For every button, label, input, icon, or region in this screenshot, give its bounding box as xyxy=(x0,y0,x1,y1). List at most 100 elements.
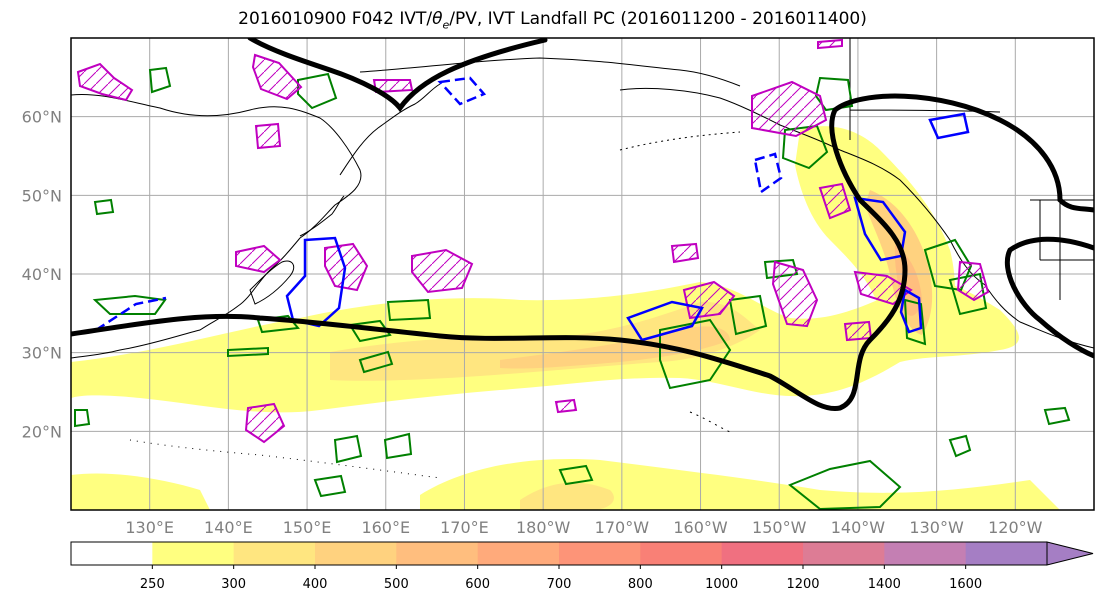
aleutians xyxy=(619,131,741,151)
theta-e-contour xyxy=(558,464,594,486)
colorbar-label: 1200 xyxy=(786,577,819,592)
colorbar-label: 250 xyxy=(140,577,165,592)
pv-contour xyxy=(682,280,736,320)
lon-label: 170°W xyxy=(595,518,650,537)
pv-neg-contour xyxy=(928,112,970,140)
colorbar-label: 500 xyxy=(384,577,409,592)
lon-label: 150°W xyxy=(752,518,807,537)
colorbar-labels: 250 300 400 500 600 700 800 1000 1200 1400 1600 xyxy=(140,565,982,592)
pv-contour xyxy=(817,38,843,50)
pv-contour xyxy=(843,320,873,342)
lat-label: 40°N xyxy=(22,265,62,284)
pv-contour xyxy=(818,182,852,220)
pv-contour xyxy=(554,398,578,414)
colorbar-segment xyxy=(152,542,235,565)
theta-e-contour xyxy=(92,294,167,315)
colorbar-segment xyxy=(315,542,397,565)
pv-neg-contour xyxy=(899,288,923,334)
map-frame xyxy=(70,37,1095,511)
theta-symbol: θ xyxy=(432,9,443,29)
lon-label: 180°W xyxy=(516,518,571,537)
pv-contour xyxy=(411,248,474,294)
colorbar-label: 300 xyxy=(221,577,246,592)
theta-e-contour xyxy=(297,72,338,110)
colorbar-segment xyxy=(477,542,560,565)
pv-neg-contour xyxy=(437,76,487,106)
hawaii-islands xyxy=(689,411,731,433)
ivt-band-southwest xyxy=(71,473,210,510)
theta-e-contour xyxy=(383,432,413,460)
pv-contour xyxy=(251,53,303,101)
theta-e-contour xyxy=(227,346,269,358)
colorbar-label: 1000 xyxy=(705,577,738,592)
pv-contour xyxy=(244,402,286,444)
colorbar-label: 400 xyxy=(303,577,328,592)
theta-e-contour xyxy=(788,459,902,510)
longitude-labels: 130°E 140°E 150°E 160°E 170°E 180°W 170°W 160°W… xyxy=(125,518,1042,537)
pv-positive-contours xyxy=(76,38,990,444)
pv-contour xyxy=(254,122,282,150)
colorbar-segment xyxy=(803,542,885,565)
lon-label: 150°E xyxy=(283,518,332,537)
theta-e-contour xyxy=(358,350,394,374)
colorbar-segment xyxy=(965,542,1048,565)
lon-label: 170°E xyxy=(440,518,489,537)
ivt-band-core xyxy=(330,301,760,381)
ivt-band-core-2 xyxy=(500,326,730,369)
lon-label: 160°E xyxy=(361,518,410,537)
theta-e-contour xyxy=(948,434,972,458)
latitude-labels: 60°N 50°N 40°N 30°N 20°N xyxy=(22,108,62,442)
pv-neg-contour xyxy=(285,236,347,328)
ivt-landfall-contour xyxy=(71,38,1094,411)
colorbar-segment xyxy=(721,542,804,565)
colorbar-label: 800 xyxy=(628,577,653,592)
colorbar-label: 600 xyxy=(465,577,490,592)
pv-contour xyxy=(235,244,282,274)
kamchatka xyxy=(339,83,441,176)
theta-e-contour xyxy=(313,474,347,498)
colorbar-segment xyxy=(559,542,641,565)
japan-coast xyxy=(249,260,295,305)
theta-e-contour xyxy=(348,319,392,343)
pv-neg-contour xyxy=(626,300,704,342)
pv-contour xyxy=(670,242,700,264)
lat-label: 20°N xyxy=(22,422,62,441)
pv-contour xyxy=(76,62,134,102)
theta-e-contour xyxy=(386,298,432,322)
theta-e-contour xyxy=(728,294,768,336)
colorbar-segment xyxy=(71,542,153,565)
ivt-landfall-contour-east xyxy=(1004,236,1094,359)
colorbar-segment xyxy=(640,542,723,565)
lon-label: 130°W xyxy=(909,518,964,537)
theta-e-contour xyxy=(74,409,91,428)
theta-e-contour xyxy=(148,66,172,94)
colorbar-segment xyxy=(396,542,479,565)
theta-e-contour xyxy=(1043,406,1071,426)
asia-coast xyxy=(71,93,362,359)
colorbar-label: 700 xyxy=(547,577,572,592)
chart-title: 2016010900 F042 IVT/θe/PV, IVT Landfall … xyxy=(238,9,867,32)
pv-contour xyxy=(324,242,369,292)
colorbar-label: 1400 xyxy=(868,577,901,592)
siberia-north xyxy=(359,57,741,87)
pv-neg-contour xyxy=(95,296,167,332)
pv-contour xyxy=(751,80,828,138)
lat-label: 30°N xyxy=(22,344,62,363)
ivt-shading xyxy=(71,126,1060,510)
lon-label: 160°W xyxy=(673,518,728,537)
colorbar-extend-arrow xyxy=(1046,541,1094,566)
ivt-landfall-contour-main xyxy=(71,93,1094,411)
pv-contour xyxy=(771,260,819,328)
coastlines xyxy=(71,38,1094,479)
pv-contour xyxy=(956,260,990,302)
colorbar-segment xyxy=(233,542,316,565)
lon-label: 120°W xyxy=(988,518,1043,537)
lat-label: 50°N xyxy=(22,186,62,205)
sakhalin-kuril xyxy=(299,195,345,237)
lon-label: 130°E xyxy=(125,518,174,537)
colorbar-label: 1600 xyxy=(949,577,982,592)
lon-label: 140°E xyxy=(204,518,253,537)
theta-e-contour xyxy=(333,434,363,464)
theta-e-contour xyxy=(93,198,115,216)
